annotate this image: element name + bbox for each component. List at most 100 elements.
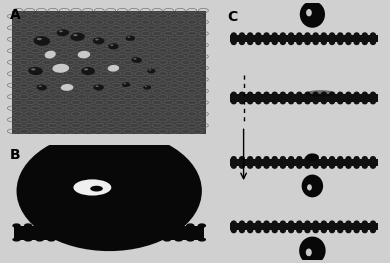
Ellipse shape [52,64,69,73]
Ellipse shape [124,83,126,84]
Ellipse shape [230,228,237,233]
Ellipse shape [345,228,351,233]
Ellipse shape [345,92,351,97]
Ellipse shape [312,99,319,104]
Ellipse shape [353,220,360,226]
Ellipse shape [304,39,310,45]
Ellipse shape [271,228,278,233]
Ellipse shape [163,237,171,241]
Ellipse shape [174,223,183,228]
Ellipse shape [345,99,351,104]
Ellipse shape [122,82,130,87]
Ellipse shape [370,156,376,162]
Ellipse shape [296,92,302,97]
Ellipse shape [304,99,310,104]
Ellipse shape [271,163,278,169]
Ellipse shape [271,32,278,38]
Ellipse shape [280,163,286,169]
Ellipse shape [337,32,343,38]
Ellipse shape [280,32,286,38]
Ellipse shape [163,223,171,228]
Ellipse shape [230,39,237,45]
Ellipse shape [247,228,253,233]
Ellipse shape [271,92,278,97]
Ellipse shape [263,39,269,45]
Ellipse shape [280,156,286,162]
Ellipse shape [288,32,294,38]
Ellipse shape [255,228,261,233]
Ellipse shape [307,184,312,190]
Ellipse shape [321,99,327,104]
Ellipse shape [312,220,319,226]
Ellipse shape [312,39,319,45]
Ellipse shape [280,39,286,45]
Ellipse shape [151,223,160,228]
Ellipse shape [329,92,335,97]
Ellipse shape [255,39,261,45]
Ellipse shape [306,249,312,256]
Ellipse shape [126,36,135,41]
Ellipse shape [239,99,245,104]
Ellipse shape [61,84,73,91]
Ellipse shape [239,92,245,97]
Ellipse shape [128,223,136,228]
Ellipse shape [255,99,261,104]
Ellipse shape [198,237,206,241]
Ellipse shape [230,92,237,97]
Ellipse shape [263,220,269,226]
Ellipse shape [296,32,302,38]
Ellipse shape [370,228,376,233]
Ellipse shape [345,32,351,38]
Ellipse shape [82,237,90,241]
Ellipse shape [353,228,360,233]
Ellipse shape [296,156,302,162]
Ellipse shape [263,32,269,38]
Ellipse shape [230,156,237,162]
Ellipse shape [296,228,302,233]
Ellipse shape [345,156,351,162]
Ellipse shape [117,237,125,241]
Ellipse shape [174,237,183,241]
Ellipse shape [329,156,335,162]
Ellipse shape [370,220,376,226]
Ellipse shape [239,220,245,226]
Ellipse shape [110,44,113,46]
Ellipse shape [312,92,319,97]
Ellipse shape [296,99,302,104]
Text: B: B [10,148,21,162]
Ellipse shape [337,228,343,233]
Ellipse shape [230,99,237,104]
Ellipse shape [35,223,44,228]
Ellipse shape [255,156,261,162]
Ellipse shape [353,163,360,169]
Polygon shape [305,3,319,11]
Ellipse shape [296,39,302,45]
Ellipse shape [345,163,351,169]
Ellipse shape [108,65,119,72]
Ellipse shape [57,29,69,36]
Ellipse shape [304,92,310,97]
Ellipse shape [329,220,335,226]
Ellipse shape [306,90,335,97]
Ellipse shape [362,32,368,38]
FancyBboxPatch shape [12,11,206,134]
Ellipse shape [108,43,119,49]
FancyBboxPatch shape [230,159,378,166]
Ellipse shape [230,163,237,169]
Ellipse shape [81,67,95,75]
Ellipse shape [370,32,376,38]
Ellipse shape [353,39,360,45]
Ellipse shape [93,38,105,44]
Ellipse shape [321,220,327,226]
Ellipse shape [312,32,319,38]
Ellipse shape [304,220,310,226]
Ellipse shape [255,220,261,226]
Ellipse shape [239,163,245,169]
Ellipse shape [304,156,310,162]
Ellipse shape [271,156,278,162]
Ellipse shape [302,175,323,197]
Ellipse shape [58,223,67,228]
Ellipse shape [117,223,125,228]
Ellipse shape [247,39,253,45]
Ellipse shape [337,99,343,104]
